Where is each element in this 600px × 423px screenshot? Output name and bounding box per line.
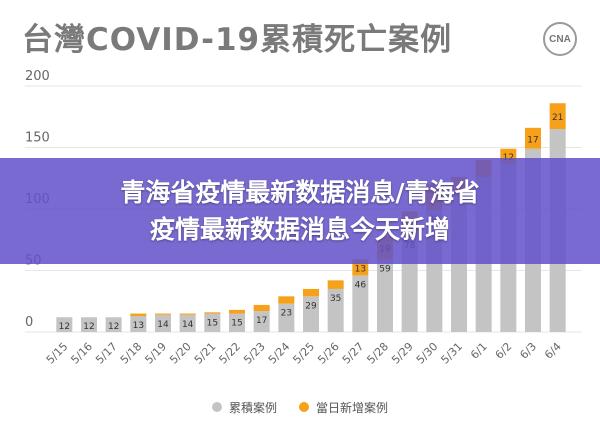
bar-new	[179, 313, 196, 315]
y-tick-label: 200	[25, 69, 50, 84]
data-label-cumulative: 15	[231, 319, 242, 329]
legend-dot-cumulative	[211, 402, 222, 412]
bar-new	[229, 309, 245, 314]
bar-new	[278, 296, 295, 304]
legend-item-new: 當日新增案例	[299, 399, 388, 416]
x-tick-label: 5/15	[44, 340, 71, 367]
x-tick-label: 5/26	[315, 340, 342, 367]
x-tick-label: 5/22	[216, 340, 243, 367]
legend-label-new: 當日新增案例	[316, 400, 389, 415]
data-label-new: 21	[552, 113, 563, 123]
banner-line-2: 疫情最新数据消息今天新增	[149, 215, 450, 244]
bar-cumulative	[253, 311, 270, 332]
chart-title: 台灣COVID-19累積死亡案例	[22, 22, 453, 58]
y-tick-label: 0	[25, 315, 33, 330]
bar-cumulative	[56, 317, 73, 332]
bar-new	[155, 313, 171, 315]
data-label-cumulative: 29	[305, 301, 317, 311]
data-label-new: 13	[355, 264, 366, 274]
bar-new	[549, 103, 566, 130]
bar-cumulative	[155, 314, 171, 332]
data-label-cumulative: 46	[355, 280, 367, 290]
x-tick-label: 5/27	[340, 340, 367, 367]
bar-cumulative	[377, 259, 393, 332]
banner-line-1: 青海省疫情最新数据消息/青海省	[120, 178, 480, 207]
x-tick-label: 5/16	[68, 340, 95, 367]
x-tick-label: 5/17	[93, 340, 120, 367]
data-label-cumulative: 12	[59, 322, 70, 332]
chart-legend: 累積案例 當日新增案例	[0, 398, 600, 416]
bar-new	[130, 313, 147, 317]
legend-dot-new	[299, 402, 309, 412]
x-tick-label: 6/2	[493, 340, 515, 362]
data-label-new: 17	[527, 135, 538, 145]
data-label-cumulative: 12	[108, 322, 119, 332]
data-label-cumulative: 59	[379, 264, 391, 274]
data-label-cumulative: 15	[207, 319, 218, 329]
bar-new	[327, 280, 344, 289]
data-label-cumulative: 14	[157, 320, 169, 330]
bar-cumulative	[179, 314, 196, 332]
x-tick-label: 5/21	[192, 340, 219, 367]
bar-cumulative	[352, 275, 369, 332]
bar-new	[204, 312, 221, 314]
x-tick-label: 5/28	[364, 340, 391, 367]
y-tick-label: 150	[25, 131, 50, 146]
x-tick-label: 5/31	[438, 340, 465, 367]
data-label-cumulative: 13	[133, 321, 144, 331]
bar-cumulative	[278, 303, 295, 332]
bar-cumulative	[327, 288, 344, 332]
overlay-banner: 青海省疫情最新数据消息/青海省 疫情最新数据消息今天新增	[0, 158, 600, 264]
bar-cumulative	[105, 317, 122, 332]
bar-cumulative	[204, 313, 221, 332]
data-label-cumulative: 23	[281, 309, 292, 319]
bar-new	[525, 127, 541, 149]
bar-cumulative	[130, 316, 147, 332]
bar-new	[253, 304, 270, 312]
legend-label-cumulative: 累積案例	[228, 400, 277, 415]
x-tick-label: 5/24	[266, 340, 293, 367]
x-tick-label: 5/25	[290, 340, 317, 367]
x-tick-label: 6/4	[542, 340, 564, 362]
x-tick-label: 5/19	[142, 340, 169, 367]
x-tick-label: 5/18	[118, 340, 145, 367]
data-label-cumulative: 12	[83, 322, 94, 332]
legend-item-cumulative: 累積案例	[211, 399, 277, 416]
x-tick-label: 5/30	[414, 340, 441, 367]
bar-cumulative	[229, 313, 245, 332]
data-label-cumulative: 35	[330, 294, 341, 304]
bar-cumulative	[303, 296, 319, 332]
data-label-cumulative: 17	[256, 316, 267, 326]
x-tick-label: 6/3	[517, 340, 539, 362]
x-tick-label: 6/1	[468, 340, 490, 362]
bar-new	[303, 288, 319, 297]
bar-cumulative	[81, 317, 97, 332]
x-tick-label: 5/29	[389, 340, 416, 367]
x-tick-label: 5/20	[167, 340, 194, 367]
x-tick-label: 5/23	[241, 340, 268, 367]
cna-logo: CNA	[543, 22, 577, 56]
data-label-cumulative: 14	[182, 320, 194, 330]
